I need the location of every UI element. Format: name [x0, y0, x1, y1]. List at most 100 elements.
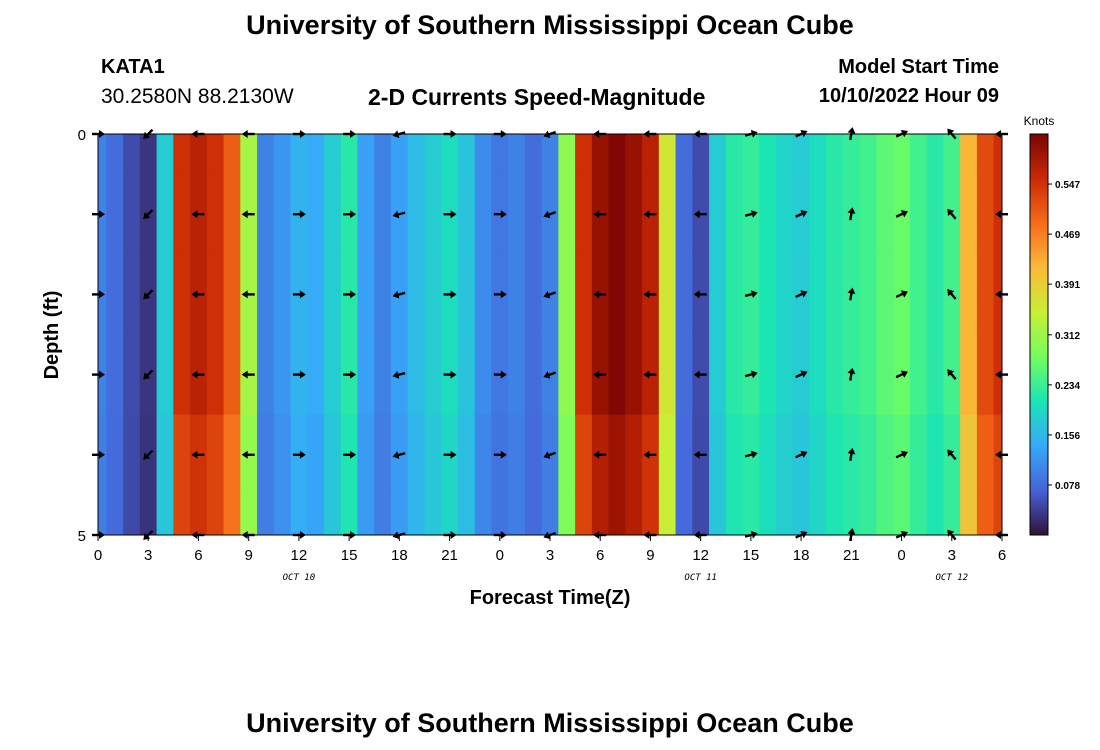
heatmap-cell — [776, 254, 794, 336]
heatmap-cell — [842, 494, 861, 535]
heatmap-cell — [976, 414, 995, 496]
heatmap-cell — [692, 494, 710, 535]
heatmap-cell — [206, 254, 225, 336]
heatmap-cell — [407, 414, 426, 496]
heatmap-cell — [742, 134, 760, 175]
current-arrow — [947, 449, 957, 461]
heatmap-cell — [976, 494, 995, 535]
model-start-label: Model Start Time — [838, 56, 999, 78]
heatmap-cell — [324, 174, 342, 255]
current-arrow — [241, 210, 255, 219]
heatmap-cell — [307, 334, 325, 416]
heatmap-cell — [123, 414, 141, 496]
current-arrow — [191, 210, 205, 219]
heatmap-cell — [575, 254, 593, 336]
current-arrow — [693, 370, 707, 379]
heatmap-cell — [106, 134, 124, 175]
current-arrow — [643, 450, 657, 459]
heatmap-cell — [976, 334, 995, 416]
heatmap-cell — [206, 174, 225, 255]
current-arrow — [693, 450, 707, 459]
heatmap-cell — [508, 494, 526, 535]
heatmap-cell — [273, 134, 292, 175]
date-label: OCT 10 — [283, 573, 316, 583]
heatmap-cell — [943, 494, 961, 535]
current-arrow — [392, 370, 406, 379]
current-arrow — [543, 451, 557, 459]
heatmap-cell — [508, 134, 526, 175]
heatmap-cell — [223, 414, 241, 496]
heatmap-cell — [859, 174, 878, 255]
colorbar-tick-label: 0.078 — [1055, 481, 1080, 492]
x-tick-label: 15 — [341, 547, 358, 564]
heatmap-cell — [524, 334, 543, 416]
heatmap-cell — [909, 174, 928, 255]
colorbar-tick-label: 0.234 — [1055, 381, 1080, 392]
x-tick-label: 21 — [843, 547, 860, 564]
x-tick-label: 18 — [793, 547, 810, 564]
heatmap-cell — [508, 254, 526, 336]
heatmap-cell — [123, 334, 141, 416]
heatmap-cell — [575, 134, 593, 175]
heatmap-cell — [776, 174, 794, 255]
heatmap-cell — [558, 334, 576, 416]
current-arrow — [947, 289, 957, 300]
heatmap-cell — [98, 134, 107, 175]
heatmap-cell — [575, 334, 593, 416]
heatmap-cell — [307, 254, 325, 336]
heatmap-cell — [190, 134, 208, 175]
current-arrow — [847, 207, 856, 221]
x-tick-label: 0 — [94, 547, 102, 564]
heatmap-cell — [591, 494, 610, 535]
heatmap-cell — [324, 134, 342, 175]
heatmap-cell — [123, 494, 141, 535]
heatmap-cell — [826, 494, 844, 535]
x-tick-label: 12 — [692, 547, 709, 564]
heatmap-cell — [407, 334, 426, 416]
current-arrow — [847, 447, 856, 461]
current-arrow — [241, 370, 255, 379]
heatmap-cell — [173, 254, 191, 336]
heatmap-cell — [106, 334, 124, 416]
model-start-value: 10/10/2022 Hour 09 — [818, 85, 999, 107]
current-arrow — [143, 449, 154, 460]
heatmap-cell — [357, 334, 375, 416]
heatmap-cell — [424, 174, 442, 255]
heatmap-cell — [776, 334, 794, 416]
heatmap-cell — [926, 254, 945, 336]
heatmap-cell — [826, 254, 844, 336]
heatmap-cell — [658, 254, 677, 336]
heatmap-cell — [173, 414, 191, 496]
heatmap-cell — [524, 414, 543, 496]
heatmap-cell — [257, 414, 275, 496]
heatmap-cell — [474, 174, 493, 255]
current-arrow — [744, 450, 758, 459]
heatmap-cell — [139, 494, 158, 535]
heatmap-cell — [625, 334, 643, 416]
heatmap-cell — [457, 494, 476, 535]
heatmap-cell — [692, 134, 710, 175]
colorbar-tick-label: 0.391 — [1055, 280, 1080, 291]
current-arrow — [191, 290, 205, 299]
current-arrow — [443, 290, 457, 299]
heatmap-cell — [926, 494, 945, 535]
heatmap-cell — [407, 134, 426, 175]
heatmap-cell — [223, 494, 241, 535]
heatmap-cell — [960, 134, 978, 175]
x-tick-label: 0 — [496, 547, 504, 564]
colorbar-tick-label: 0.312 — [1055, 331, 1080, 342]
x-tick-label: 9 — [244, 547, 252, 564]
heatmap-cell — [709, 134, 727, 175]
heatmap-cell — [826, 134, 844, 175]
station-coordinates: 30.2580N 88.2130W — [101, 85, 294, 108]
current-arrow — [543, 210, 557, 219]
heatmap-cell — [725, 134, 744, 175]
heatmap-cell — [876, 134, 894, 175]
heatmap-cell — [190, 494, 208, 535]
heatmap-cell — [960, 494, 978, 535]
heatmap-cell — [474, 414, 493, 496]
heatmap-cell — [457, 134, 476, 175]
heatmap-cell — [257, 254, 275, 336]
x-tick-label: 18 — [391, 547, 408, 564]
